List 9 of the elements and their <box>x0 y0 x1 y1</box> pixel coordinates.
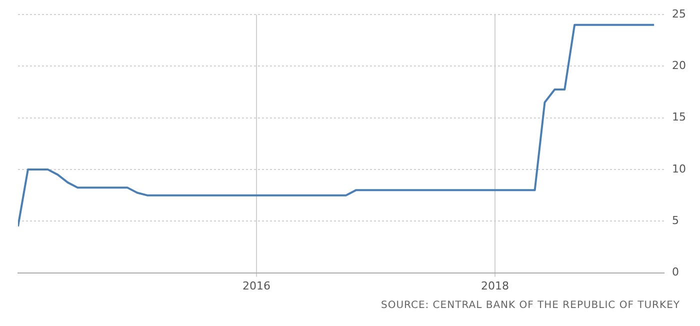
x-tick-label: 2018 <box>481 279 510 292</box>
y-tick-label: 0 <box>672 266 680 279</box>
y-tick-label: 10 <box>672 162 686 176</box>
y-tick-label: 20 <box>672 59 686 72</box>
source-note: SOURCE: CENTRAL BANK OF THE REPUBLIC OF TURKEY <box>380 300 680 311</box>
y-tick-label: 25 <box>672 7 686 20</box>
y-tick-label: 15 <box>672 110 686 124</box>
x-tick-label: 2016 <box>242 279 271 292</box>
y-tick-label: 5 <box>672 214 680 228</box>
